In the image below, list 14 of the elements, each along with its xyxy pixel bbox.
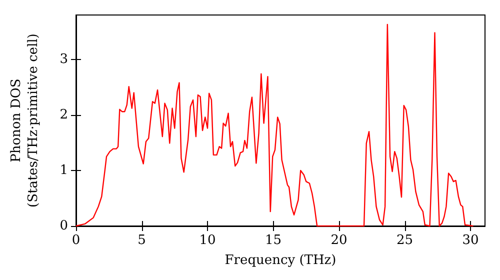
y-tick-label: 2 [60,107,68,122]
x-tick-label: 30 [462,233,479,248]
x-tick-label: 25 [396,233,414,248]
x-tick-label: 0 [72,233,80,248]
x-tick-label: 20 [330,233,348,248]
x-tick-label: 15 [264,233,282,248]
y-tick-label: 3 [60,52,68,67]
x-tick-label: 10 [199,233,216,248]
x-axis-title: Frequency (THz) [224,253,336,268]
y-tick-label: 0 [60,218,68,234]
x-tick-label: 5 [138,233,146,248]
y-tick-label: 1 [60,162,68,178]
y-axis-title: Phonon DOS (States/THz·primitive cell) [9,33,41,208]
line-series [75,24,474,227]
